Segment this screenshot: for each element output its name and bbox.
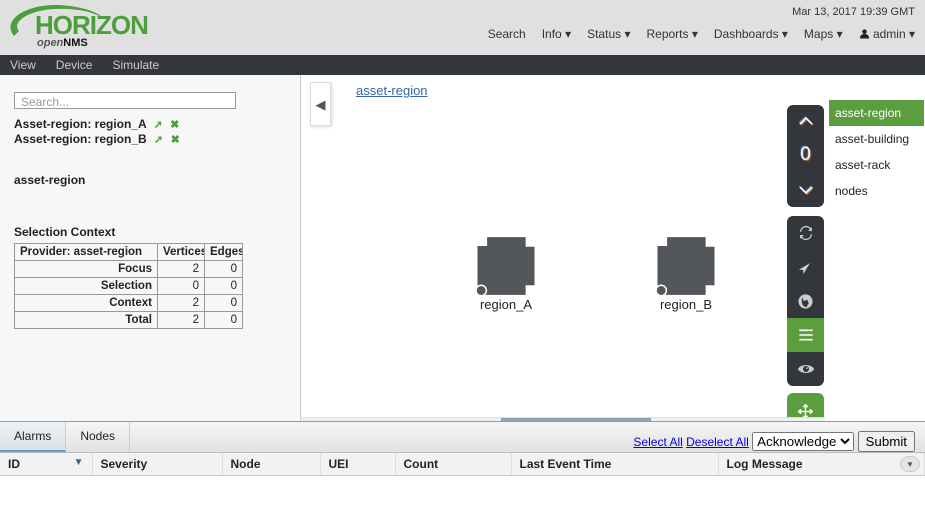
svg-text:openNMS: openNMS (37, 37, 88, 49)
svg-text:HORIZON: HORIZON (35, 10, 148, 40)
